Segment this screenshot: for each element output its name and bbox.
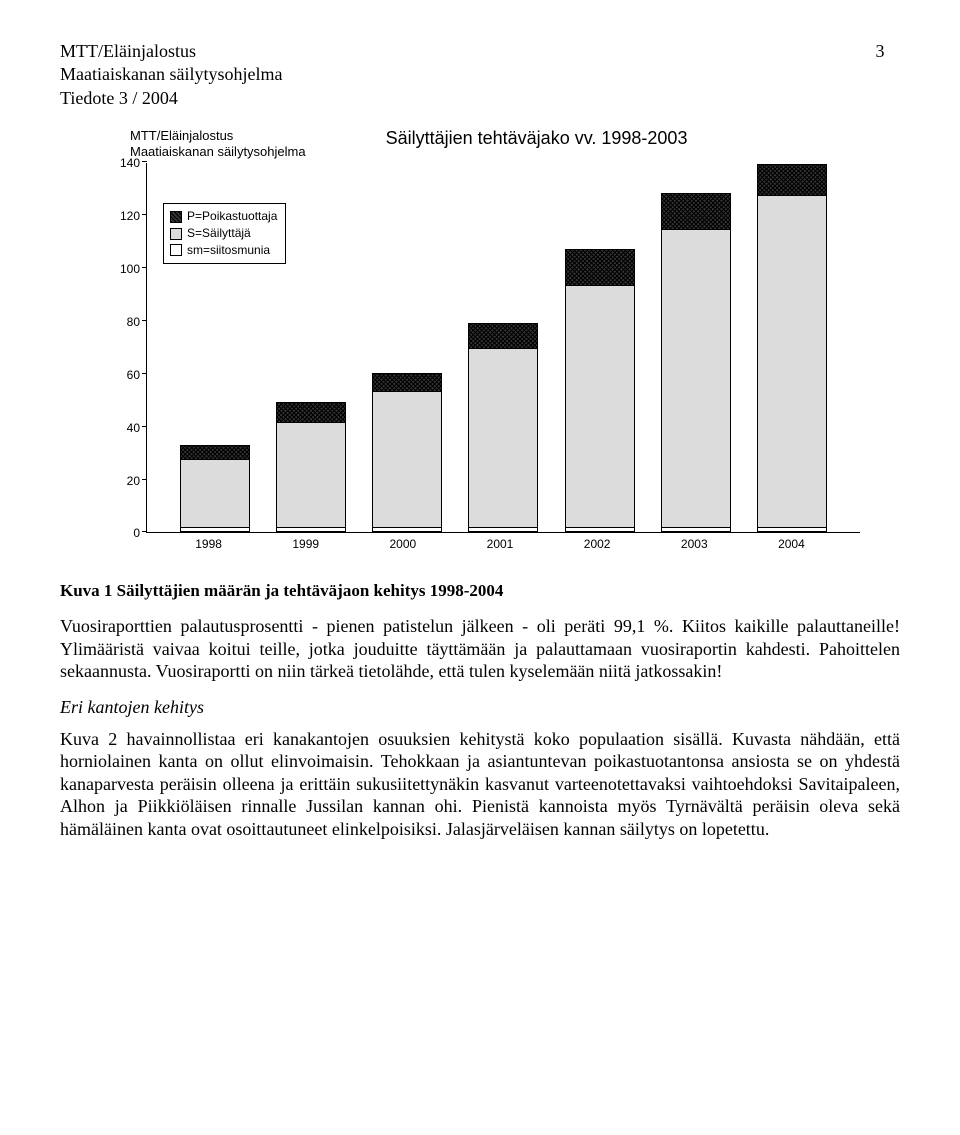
bar-segment-s — [565, 285, 635, 528]
bar-group — [648, 163, 744, 532]
bar-segment-p — [565, 249, 635, 286]
page-number: 3 — [860, 40, 900, 110]
paragraph-1: Vuosiraporttien palautusprosentti - pien… — [60, 615, 900, 683]
bar-segment-s — [372, 391, 442, 528]
y-tick-label: 20 — [127, 474, 140, 488]
legend-swatch — [170, 211, 182, 223]
stacked-bar-chart: 020406080100120140 P=PoikastuottajaS=Säi… — [100, 163, 860, 551]
x-tick-label: 1998 — [160, 537, 257, 551]
y-tick-mark — [142, 531, 147, 532]
x-tick-label: 2004 — [743, 537, 840, 551]
y-tick-label: 0 — [133, 526, 140, 540]
x-tick-label: 2001 — [451, 537, 548, 551]
legend-swatch — [170, 228, 182, 240]
legend-item: P=Poikastuottaja — [170, 208, 277, 225]
y-tick-mark — [142, 267, 147, 268]
bar-segment-s — [276, 422, 346, 528]
bar-segment-sm — [757, 527, 827, 532]
bar — [468, 324, 538, 532]
y-axis: 020406080100120140 — [100, 163, 146, 533]
paragraph-2: Kuva 2 havainnollistaa eri kanakantojen … — [60, 728, 900, 841]
y-tick-mark — [142, 320, 147, 321]
y-tick-mark — [142, 214, 147, 215]
x-tick-label: 2003 — [646, 537, 743, 551]
bar-segment-s — [661, 229, 731, 528]
chart-subtitle-2: Maatiaiskanan säilytysohjelma — [130, 144, 306, 160]
bar-segment-sm — [661, 527, 731, 532]
bar-segment-s — [180, 459, 250, 528]
bar-segment-sm — [372, 527, 442, 532]
y-tick-mark — [142, 373, 147, 374]
bar-segment-p — [661, 193, 731, 230]
bar-segment-p — [468, 323, 538, 349]
bar-segment-p — [757, 164, 827, 196]
header-issue: Tiedote 3 / 2004 — [60, 87, 700, 110]
x-axis: 1998199920002001200220032004 — [140, 533, 860, 551]
legend-item: sm=siitosmunia — [170, 242, 277, 259]
bar-segment-sm — [468, 527, 538, 532]
legend-item: S=Säilyttäjä — [170, 225, 277, 242]
bar — [372, 374, 442, 532]
chart-subtitle-1: MTT/Eläinjalostus — [130, 128, 306, 144]
figure-caption: Kuva 1 Säilyttäjien määrän ja tehtäväjao… — [60, 581, 900, 601]
bar — [757, 165, 827, 532]
chart-title: Säilyttäjien tehtäväjako vv. 1998-2003 — [386, 128, 688, 149]
section-heading: Eri kantojen kehitys — [60, 697, 900, 718]
chart-legend: P=PoikastuottajaS=Säilyttäjäsm=siitosmun… — [163, 203, 286, 263]
y-tick-mark — [142, 161, 147, 162]
y-tick-label: 40 — [127, 421, 140, 435]
x-tick-label: 2002 — [549, 537, 646, 551]
legend-label: S=Säilyttäjä — [187, 225, 251, 242]
x-tick-label: 2000 — [354, 537, 451, 551]
header-org: MTT/Eläinjalostus — [60, 40, 700, 63]
y-tick-label: 60 — [127, 368, 140, 382]
header-program: Maatiaiskanan säilytysohjelma — [60, 63, 700, 86]
bar-segment-p — [372, 373, 442, 392]
bar-segment-sm — [565, 527, 635, 532]
bar-segment-s — [468, 348, 538, 528]
y-tick-mark — [142, 479, 147, 480]
y-tick-label: 120 — [120, 209, 140, 223]
bar-segment-p — [180, 445, 250, 461]
bar-group — [744, 163, 840, 532]
legend-label: P=Poikastuottaja — [187, 208, 277, 225]
bar-group — [455, 163, 551, 532]
bar — [661, 194, 731, 532]
bar-group — [552, 163, 648, 532]
bar — [276, 403, 346, 532]
bar-group — [359, 163, 455, 532]
bar-segment-sm — [180, 527, 250, 532]
legend-swatch — [170, 244, 182, 256]
bar-segment-p — [276, 402, 346, 423]
y-tick-label: 100 — [120, 262, 140, 276]
bar-segment-sm — [276, 527, 346, 532]
bar — [180, 446, 250, 533]
bar — [565, 250, 635, 532]
y-tick-label: 80 — [127, 315, 140, 329]
y-tick-mark — [142, 426, 147, 427]
bar-segment-s — [757, 195, 827, 528]
chart-plot-area: P=PoikastuottajaS=Säilyttäjäsm=siitosmun… — [146, 163, 860, 533]
legend-label: sm=siitosmunia — [187, 242, 270, 259]
x-tick-label: 1999 — [257, 537, 354, 551]
y-tick-label: 140 — [120, 156, 140, 170]
